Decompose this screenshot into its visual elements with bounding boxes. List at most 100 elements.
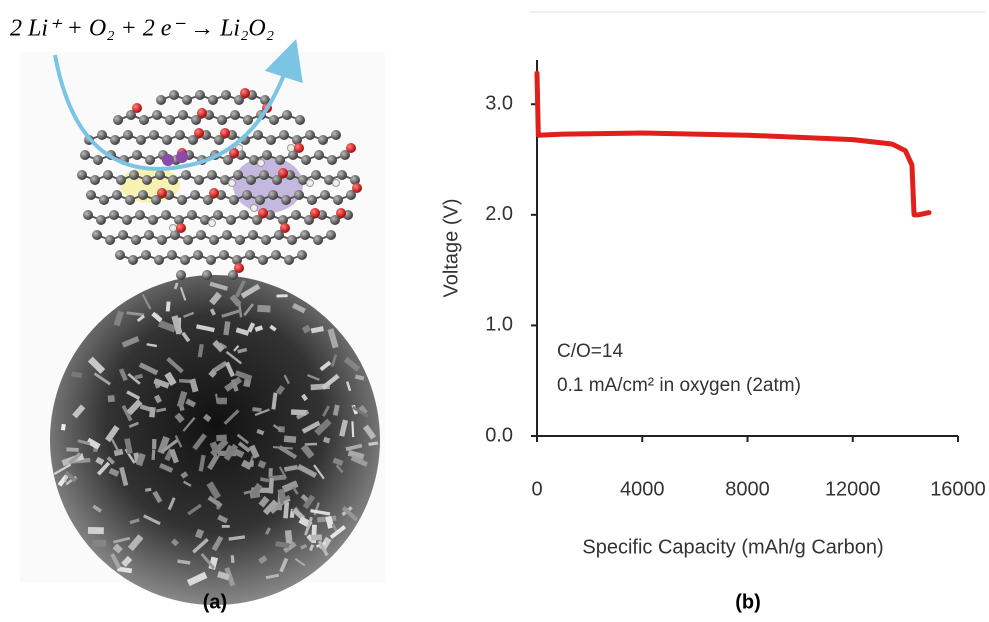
hydrogen-atom (307, 180, 314, 187)
oxygen-atom (310, 208, 320, 218)
y-axis-label: Voltage (V) (440, 199, 462, 298)
line (537, 73, 929, 215)
atom (305, 130, 315, 140)
atom (136, 135, 146, 145)
atom (156, 95, 166, 105)
y-tick-label: 1.0 (485, 314, 513, 336)
atom (206, 255, 216, 265)
atom (337, 170, 347, 180)
atom (149, 130, 159, 140)
atom (144, 230, 154, 240)
atom (261, 235, 271, 245)
atom (118, 230, 128, 240)
atom (90, 175, 100, 185)
atom (132, 150, 142, 160)
graphene-flake (231, 555, 235, 563)
hydrogen-atom (229, 180, 236, 187)
atom (318, 135, 328, 145)
atom (208, 95, 218, 105)
atom (235, 235, 245, 245)
oxygen-atom (234, 263, 244, 273)
atom (109, 210, 119, 220)
atom (262, 150, 272, 160)
x-tick-label: 4000 (620, 478, 665, 500)
atom (138, 190, 148, 200)
atom (135, 210, 145, 220)
atom (142, 175, 152, 185)
atom (239, 210, 249, 220)
atom (169, 90, 179, 100)
atom (103, 170, 113, 180)
atom (129, 170, 139, 180)
oxygen-atom (194, 128, 204, 138)
atom (93, 155, 103, 165)
atom (243, 115, 253, 125)
oxygen-atom (294, 143, 304, 153)
atom (300, 230, 310, 240)
lithium-atom (162, 154, 174, 166)
atom (284, 255, 294, 265)
graphene-flake (88, 527, 104, 534)
atom (176, 270, 186, 280)
atom (271, 250, 281, 260)
atom (116, 175, 126, 185)
atom (97, 130, 107, 140)
y-tick-label: 2.0 (485, 203, 513, 225)
graphene-flake (152, 439, 156, 449)
atom (259, 170, 269, 180)
atom (233, 170, 243, 180)
atom (105, 235, 115, 245)
atom (294, 190, 304, 200)
atom (110, 135, 120, 145)
atom (141, 250, 151, 260)
atom (217, 115, 227, 125)
atom (157, 235, 167, 245)
atom (125, 195, 135, 205)
atom (83, 210, 93, 220)
oxygen-atom (220, 128, 230, 138)
atom (154, 255, 164, 265)
atom (175, 130, 185, 140)
atom (207, 170, 217, 180)
atom (313, 235, 323, 245)
oxygen-atom (346, 143, 356, 153)
atom (167, 250, 177, 260)
atom (96, 215, 106, 225)
atom (145, 155, 155, 165)
x-tick-label: 8000 (725, 478, 770, 500)
figure: 2 Li⁺ + O₂ + 2 e⁻ → Li₂O₂ (a) (b) Specif… (0, 0, 989, 617)
panel-label: (a) (203, 591, 227, 613)
atom (128, 255, 138, 265)
atom (155, 170, 165, 180)
atom (314, 150, 324, 160)
hydrogen-atom (258, 160, 265, 167)
atom (311, 170, 321, 180)
atom (139, 115, 149, 125)
atom (80, 150, 90, 160)
atom (195, 90, 205, 100)
hydrogen-atom (251, 205, 258, 212)
oxygen-atom (336, 208, 346, 218)
atom (99, 195, 109, 205)
atom (113, 115, 123, 125)
x-axis-label: Specific Capacity (mAh/g Carbon) (582, 536, 883, 558)
atom (115, 250, 125, 260)
atom (181, 170, 191, 180)
atom (222, 230, 232, 240)
panel-label: (b) (735, 591, 761, 613)
atom (152, 110, 162, 120)
y-tick-label: 3.0 (485, 93, 513, 115)
atom (112, 190, 122, 200)
graphene-sphere (50, 275, 380, 605)
x-tick-label: 12000 (825, 478, 881, 500)
graphene-flake (218, 398, 227, 405)
hydrogen-atom (170, 225, 177, 232)
hydrogen-atom (333, 180, 340, 187)
atom (213, 210, 223, 220)
atom (161, 210, 171, 220)
atom (86, 190, 96, 200)
atom (177, 195, 187, 205)
hydrogen-atom (288, 145, 295, 152)
graphene-flake (216, 435, 227, 442)
atom (196, 230, 206, 240)
